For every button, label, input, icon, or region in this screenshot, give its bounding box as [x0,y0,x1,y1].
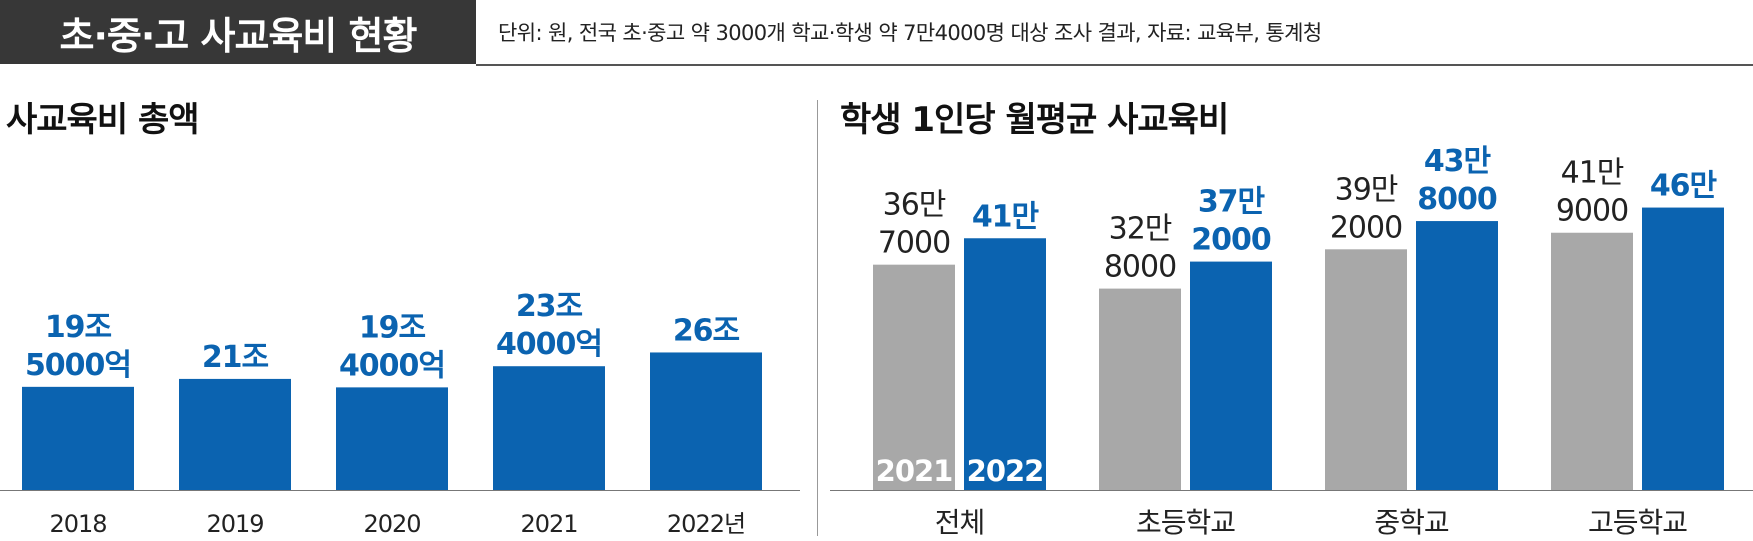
bar-2021-1 [1099,288,1181,490]
source-note: 단위: 원, 전국 초·중고 약 3000개 학교·학생 약 7만4000명 대… [498,21,1322,45]
data-label-2021-0-0: 36만 [883,188,946,223]
tick-label-group-0: 전체 [935,506,985,539]
data-label-total-0-1: 5000억 [25,348,131,383]
bar-2022-3 [1642,207,1724,490]
legend-label-2022: 2022 [967,454,1044,488]
data-label-2021-1-0: 32만 [1109,212,1172,247]
tick-label-group-1: 초등학교 [1136,506,1235,539]
bar-2022-0 [964,238,1046,490]
bar-total-0 [22,386,134,490]
data-label-2022-1-0: 37만 [1198,185,1266,220]
data-label-2022-0-0: 41만 [972,199,1040,234]
data-label-2021-3-1: 9000 [1556,194,1628,229]
data-label-total-4-0: 26조 [673,313,740,348]
bar-2021-2 [1325,249,1407,490]
chart-title-total: 사교육비 총액 [6,100,200,140]
data-label-total-3-1: 4000억 [496,327,602,362]
data-label-2021-0-1: 7000 [878,226,950,261]
data-label-total-0-0: 19조 [45,310,112,345]
page-title: 초·중·고 사교육비 현황 [0,0,476,64]
bar-total-1 [179,378,291,490]
data-label-2021-2-0: 39만 [1335,172,1398,207]
data-label-2021-3-0: 41만 [1561,156,1624,191]
bar-total-2 [336,387,448,490]
data-label-total-2-1: 4000억 [339,348,445,383]
chart-title-per-student: 학생 1인당 월평균 사교육비 [840,100,1229,140]
data-label-total-2-0: 19조 [359,310,426,345]
legend-label-2021: 2021 [876,454,953,488]
tick-label-total-2: 2020 [363,510,420,538]
data-label-2022-2-0: 43만 [1424,144,1492,179]
tick-label-total-1: 2019 [206,510,263,538]
tick-label-total-4: 2022년 [667,510,745,538]
bar-2021-0 [873,264,955,490]
tick-label-group-3: 고등학교 [1588,506,1687,539]
bar-total-4 [650,352,762,490]
tick-label-group-2: 중학교 [1374,506,1449,539]
header-rule [476,64,1753,66]
bar-2021-3 [1551,232,1633,490]
data-label-2022-1-1: 2000 [1191,223,1271,258]
tick-label-total-3: 2021 [520,510,577,538]
header-bar: 초·중·고 사교육비 현황 단위: 원, 전국 초·중고 약 3000개 학교·… [0,0,1753,64]
chart-divider [817,100,818,536]
bar-2022-1 [1190,261,1272,490]
data-label-2022-3-0: 46만 [1650,169,1718,204]
bar-total-3 [493,366,605,490]
data-label-total-3-0: 23조 [516,289,583,324]
data-label-2021-2-1: 2000 [1330,210,1402,245]
bar-2022-2 [1416,221,1498,490]
data-label-2021-1-1: 8000 [1104,250,1176,285]
tick-label-total-0: 2018 [49,510,106,538]
data-label-total-1-0: 21조 [202,340,269,375]
data-label-2022-2-1: 8000 [1417,182,1497,217]
total-spending-chart: 19조5000억201821조201919조4000억202023조4000억2… [0,289,800,538]
